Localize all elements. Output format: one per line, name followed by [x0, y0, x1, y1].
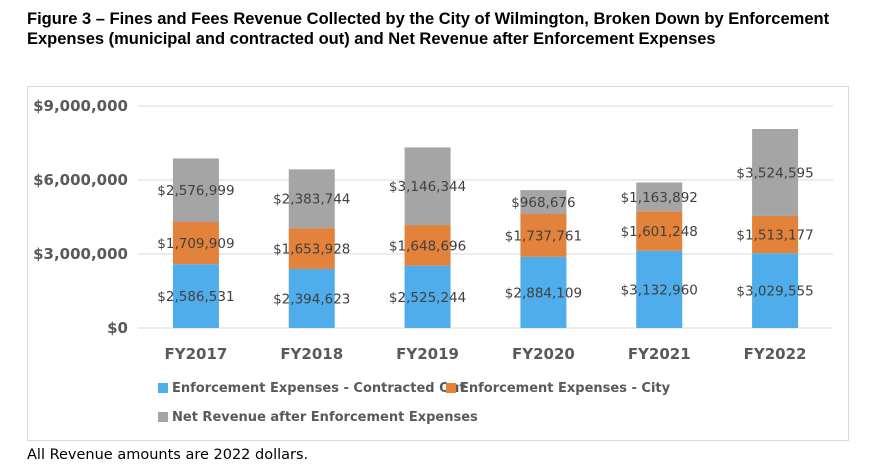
- data-label: $1,601,248: [621, 224, 698, 240]
- footnote: All Revenue amounts are 2022 dollars.: [27, 447, 309, 463]
- bar-segment: [288, 268, 335, 328]
- data-label: $968,676: [511, 195, 575, 211]
- bar-segment: [520, 213, 567, 257]
- chart-area: $0 $3,000,000 $6,000,000 $9,000,000 $2,586,5…: [27, 86, 849, 441]
- bar-segment: [752, 215, 799, 254]
- data-label: $1,513,177: [736, 228, 813, 244]
- data-label: $2,586,531: [157, 289, 234, 305]
- bar-segment: [636, 250, 683, 328]
- y-tick-label: $9,000,000: [33, 97, 128, 115]
- bar-segment: [288, 169, 335, 229]
- bar-segment: [636, 211, 683, 251]
- legend-label: Enforcement Expenses - City: [460, 381, 671, 396]
- data-label: $1,709,909: [157, 236, 234, 252]
- x-tick-label: FY2021: [628, 345, 691, 363]
- x-tick-label: FY2020: [512, 345, 575, 363]
- legend-swatch: [158, 383, 168, 393]
- x-tick-label: FY2018: [280, 345, 343, 363]
- data-label: $3,132,960: [621, 282, 698, 298]
- data-label: $2,576,999: [157, 183, 234, 199]
- y-tick-label: $6,000,000: [33, 171, 128, 189]
- data-label: $3,524,595: [736, 165, 813, 181]
- data-label: $1,648,696: [389, 238, 466, 254]
- legend-label: Net Revenue after Enforcement Expenses: [172, 410, 478, 425]
- bar-segment: [520, 256, 567, 328]
- data-label: $2,884,109: [505, 285, 582, 301]
- data-label: $3,029,555: [736, 284, 813, 300]
- bar-segment: [404, 265, 451, 328]
- x-tick-label: FY2022: [744, 345, 807, 363]
- y-tick-label: $0: [107, 319, 128, 337]
- figure-title: Figure 3 – Fines and Fees Revenue Collec…: [27, 10, 830, 48]
- data-label: $3,146,344: [389, 179, 466, 195]
- stacked-bar-chart: $0 $3,000,000 $6,000,000 $9,000,000 $2,586,5…: [33, 97, 833, 425]
- legend-swatch: [446, 383, 456, 393]
- bar-segment: [752, 253, 799, 328]
- bar-segment: [752, 129, 799, 216]
- bar-segment: [172, 264, 219, 328]
- x-tick-label: FY2019: [396, 345, 459, 363]
- bar-segment: [520, 190, 567, 214]
- bar-segment: [288, 228, 335, 269]
- data-label: $1,163,892: [621, 190, 698, 206]
- y-tick-label: $3,000,000: [33, 245, 128, 263]
- bar-segment: [172, 222, 219, 265]
- data-label: $1,737,761: [505, 228, 582, 244]
- data-label: $2,383,744: [273, 192, 350, 208]
- bar-segment: [172, 158, 219, 223]
- legend-swatch: [158, 412, 168, 422]
- legend-label: Enforcement Expenses - Contracted Out: [172, 381, 466, 396]
- data-label: $2,525,244: [389, 290, 466, 306]
- x-tick-label: FY2017: [164, 345, 227, 363]
- data-label: $2,394,623: [273, 291, 350, 307]
- bar-segment: [636, 182, 683, 212]
- bar-segment: [404, 147, 451, 226]
- data-label: $1,653,928: [273, 242, 350, 258]
- bar-segment: [404, 225, 451, 266]
